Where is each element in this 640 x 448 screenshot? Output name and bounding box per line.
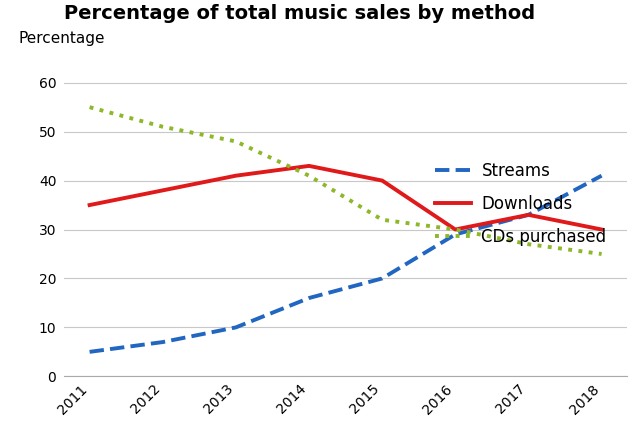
Text: Percentage of total music sales by method: Percentage of total music sales by metho…	[64, 4, 535, 23]
Text: Percentage: Percentage	[19, 30, 106, 46]
Legend: Streams, Downloads, CDs purchased: Streams, Downloads, CDs purchased	[428, 155, 613, 253]
